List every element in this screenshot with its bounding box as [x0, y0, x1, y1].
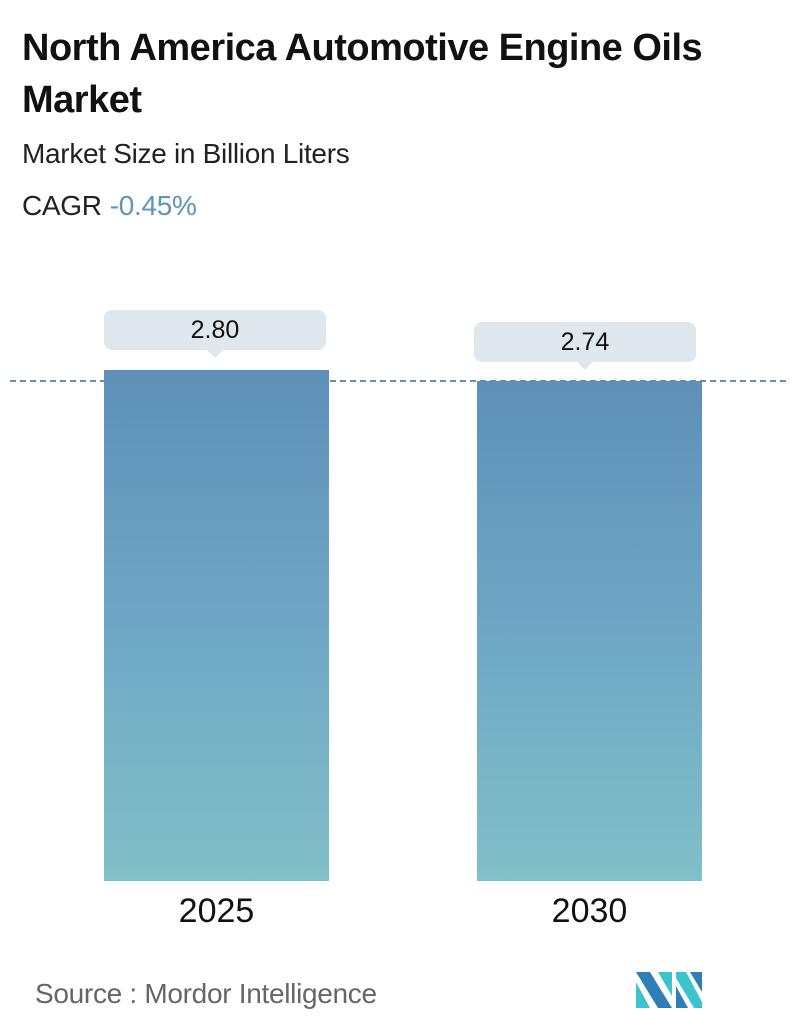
- value-label-2030: 2.74: [474, 322, 696, 370]
- cagr-row: CAGR -0.45%: [22, 190, 197, 222]
- mordor-intelligence-logo-icon: [636, 972, 702, 1008]
- x-label-2030: 2030: [551, 892, 628, 930]
- cagr-value: -0.45%: [109, 190, 197, 221]
- source-text: Source : Mordor Intelligence: [35, 978, 377, 1009]
- chart-subtitle: Market Size in Billion Liters: [22, 138, 350, 169]
- x-label-2025: 2025: [178, 892, 255, 930]
- bar-2030: [477, 381, 702, 881]
- value-label-2025: 2.80: [104, 310, 326, 358]
- reference-dashed-line: [10, 380, 786, 382]
- bar-2025: [104, 370, 329, 881]
- cagr-label: CAGR: [22, 190, 102, 221]
- chart-title: North America Automotive Engine Oils Mar…: [22, 27, 703, 121]
